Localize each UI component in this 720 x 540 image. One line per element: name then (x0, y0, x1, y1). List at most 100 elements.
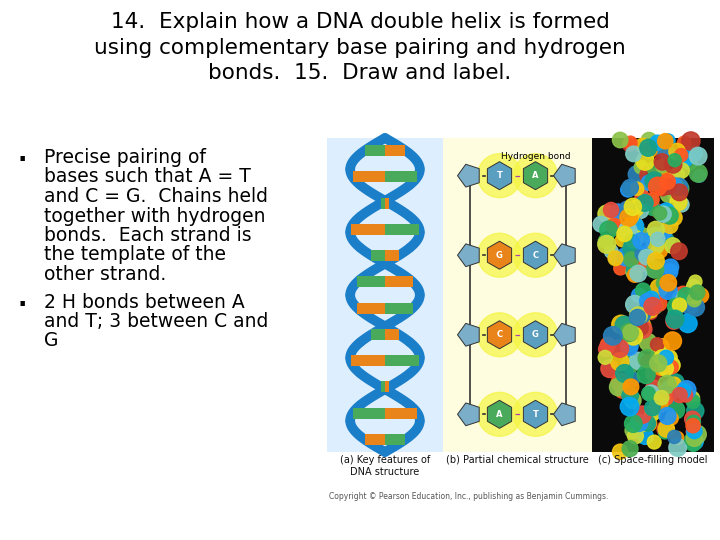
Circle shape (662, 218, 678, 233)
Circle shape (650, 338, 664, 351)
Circle shape (634, 320, 649, 335)
Circle shape (635, 415, 651, 431)
Circle shape (675, 148, 688, 161)
Bar (385, 171, 418, 183)
Circle shape (624, 182, 636, 195)
Circle shape (657, 207, 670, 221)
Circle shape (665, 412, 678, 425)
Circle shape (655, 206, 671, 222)
Circle shape (622, 388, 639, 404)
Circle shape (660, 178, 676, 194)
Circle shape (668, 377, 681, 390)
Text: (a) Key features of
DNA structure: (a) Key features of DNA structure (340, 455, 430, 477)
Bar (353, 408, 385, 418)
Circle shape (636, 283, 651, 298)
Circle shape (653, 207, 667, 220)
Circle shape (601, 360, 618, 377)
Circle shape (624, 136, 637, 150)
Circle shape (634, 307, 650, 323)
Circle shape (640, 139, 657, 156)
Circle shape (666, 178, 683, 195)
Circle shape (657, 420, 674, 437)
Circle shape (686, 392, 700, 405)
Circle shape (640, 167, 657, 184)
Text: T: T (497, 171, 503, 180)
Circle shape (687, 299, 704, 316)
Circle shape (644, 307, 657, 320)
Circle shape (603, 327, 622, 345)
Circle shape (644, 405, 660, 421)
Circle shape (598, 342, 613, 357)
Circle shape (642, 143, 657, 158)
Circle shape (689, 147, 707, 165)
Circle shape (608, 251, 623, 266)
Circle shape (654, 350, 670, 366)
Bar (372, 329, 385, 340)
Circle shape (636, 152, 654, 170)
Circle shape (625, 209, 639, 223)
Circle shape (646, 380, 662, 396)
Text: G: G (32, 332, 58, 350)
Circle shape (617, 226, 632, 241)
Circle shape (686, 395, 700, 408)
Circle shape (646, 298, 662, 315)
Circle shape (640, 416, 655, 431)
Circle shape (682, 154, 697, 170)
Circle shape (659, 281, 677, 299)
Bar (357, 302, 385, 314)
Circle shape (652, 358, 670, 375)
Circle shape (660, 186, 677, 202)
Circle shape (664, 357, 680, 373)
Bar (385, 381, 389, 393)
Circle shape (676, 384, 690, 399)
Circle shape (634, 160, 648, 174)
Circle shape (662, 350, 678, 365)
Circle shape (636, 194, 653, 211)
Circle shape (611, 340, 629, 357)
Circle shape (688, 146, 703, 160)
Circle shape (624, 327, 642, 345)
Circle shape (650, 279, 668, 297)
Circle shape (666, 310, 684, 328)
Circle shape (624, 390, 639, 406)
Circle shape (646, 366, 661, 381)
Circle shape (670, 193, 687, 211)
Circle shape (647, 227, 663, 244)
Text: ·: · (18, 293, 27, 316)
Text: other strand.: other strand. (32, 265, 166, 284)
Circle shape (635, 246, 649, 261)
Circle shape (663, 332, 682, 350)
Circle shape (624, 252, 639, 267)
Circle shape (629, 309, 646, 326)
Circle shape (660, 174, 675, 190)
Circle shape (624, 392, 641, 409)
Circle shape (639, 249, 654, 265)
Circle shape (611, 373, 629, 392)
Circle shape (660, 275, 677, 291)
Circle shape (644, 298, 662, 315)
Circle shape (632, 316, 651, 335)
Circle shape (688, 293, 701, 307)
Bar (364, 145, 385, 156)
Circle shape (672, 388, 687, 403)
Circle shape (665, 156, 682, 173)
Circle shape (662, 264, 678, 280)
Circle shape (649, 355, 667, 372)
Circle shape (477, 233, 521, 277)
Circle shape (661, 207, 678, 224)
Circle shape (627, 200, 644, 217)
Circle shape (623, 325, 639, 340)
Circle shape (639, 334, 657, 351)
Circle shape (626, 261, 642, 277)
Circle shape (625, 422, 642, 438)
Circle shape (671, 243, 688, 260)
Text: ·: · (18, 148, 27, 172)
Circle shape (624, 371, 639, 388)
Circle shape (634, 406, 651, 423)
Circle shape (679, 389, 693, 402)
Bar (385, 250, 399, 261)
Circle shape (609, 251, 624, 265)
Circle shape (658, 375, 676, 394)
Circle shape (693, 170, 706, 183)
Circle shape (647, 221, 665, 238)
